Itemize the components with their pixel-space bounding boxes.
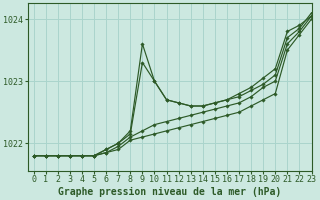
X-axis label: Graphe pression niveau de la mer (hPa): Graphe pression niveau de la mer (hPa) — [58, 186, 281, 197]
